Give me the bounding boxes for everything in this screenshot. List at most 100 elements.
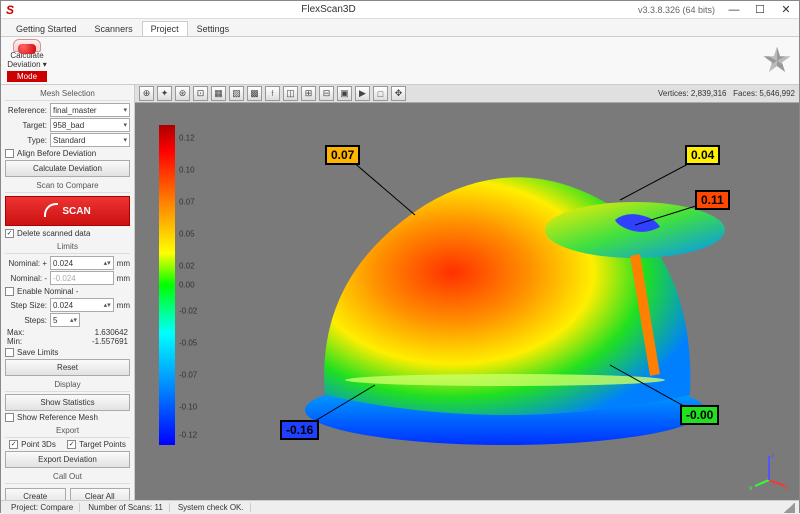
reference-label: Reference: [5,106,47,115]
steps-label: Steps: [5,316,47,325]
sidebar: Mesh Selection Reference: final_master▾ … [1,85,135,500]
version-label: v3.3.8.326 (64 bits) [638,5,715,15]
deviation-callout[interactable]: -0.16 [280,420,319,440]
viewport-tool-2[interactable]: ⊛ [175,86,190,101]
status-system: System check OK. [172,503,251,512]
reference-dropdown[interactable]: final_master▾ [50,103,130,117]
min-value: -1.557691 [92,337,128,346]
viewport-tool-8[interactable]: ◫ [283,86,298,101]
viewport-tool-5[interactable]: ▨ [229,86,244,101]
section-export: Export [5,424,130,438]
colorbar-tick: -0.10 [179,402,197,411]
tab-settings[interactable]: Settings [188,21,239,36]
colorbar-tick: 0.07 [179,197,195,206]
calculate-deviation-icon[interactable] [13,39,41,52]
viewport-toolbar: ⊕✦⊛⊡▦▨▩⟊◫⊞⊟▣▶□✥ Vertices: 2,839,316 Face… [135,85,799,103]
minimize-button[interactable]: — [721,1,747,19]
save-limits-checkbox[interactable]: Save Limits [5,348,130,357]
show-statistics-button[interactable]: Show Statistics [5,394,130,411]
viewport-tool-9[interactable]: ⊞ [301,86,316,101]
deviation-callout[interactable]: 0.07 [325,145,360,165]
deviation-callout[interactable]: -0.00 [680,405,719,425]
create-callout-button[interactable]: Create [5,488,66,500]
viewport-tool-6[interactable]: ▩ [247,86,262,101]
viewport-tool-12[interactable]: ▶ [355,86,370,101]
axis-triad-icon: x y z [749,450,789,490]
step-size-label: Step Size: [5,301,47,310]
colorbar-tick: -0.02 [179,306,197,315]
status-project: Project: Compare [5,503,80,512]
section-mesh-selection: Mesh Selection [5,87,130,101]
nominal-plus-label: Nominal: + [5,259,47,268]
scan-button[interactable]: SCAN [5,196,130,226]
viewport-tool-0[interactable]: ⊕ [139,86,154,101]
step-size-input[interactable]: 0.024▴▾ [50,298,114,312]
viewport-tool-4[interactable]: ▦ [211,86,226,101]
calculate-deviation-button[interactable]: Calculate Deviation [5,160,130,177]
viewport-3d[interactable]: ⊕✦⊛⊡▦▨▩⟊◫⊞⊟▣▶□✥ Vertices: 2,839,316 Face… [135,85,799,500]
viewport-tool-7[interactable]: ⟊ [265,86,280,101]
colorbar-tick: -0.07 [179,370,197,379]
clear-all-callout-button[interactable]: Clear All [70,488,131,500]
tab-scanners[interactable]: Scanners [86,21,142,36]
viewport-tool-13[interactable]: □ [373,86,388,101]
colorbar-tick: -0.12 [179,431,197,440]
min-label: Min: [7,337,22,346]
point3ds-checkbox[interactable]: ✓Point 3Ds [9,440,56,449]
close-button[interactable]: ✕ [773,1,799,19]
maximize-button[interactable]: ☐ [747,1,773,19]
scan-icon [44,205,56,217]
section-display: Display [5,378,130,392]
title-bar: S FlexScan3D v3.3.8.326 (64 bits) — ☐ ✕ [1,1,799,19]
section-limits: Limits [5,240,130,254]
nominal-plus-input[interactable]: 0.024▴▾ [50,256,114,270]
ribbon-group-mode: Calculate Deviation ▾ Mode [1,37,53,84]
svg-text:x: x [785,485,789,490]
type-dropdown[interactable]: Standard▾ [50,133,130,147]
max-value: 1.630642 [95,328,128,337]
max-label: Max: [7,328,24,337]
reset-button[interactable]: Reset [5,359,130,376]
colorbar-tick: 0.02 [179,261,195,270]
viewport-tool-3[interactable]: ⊡ [193,86,208,101]
colorbar-tick: -0.05 [179,338,197,347]
tab-getting-started[interactable]: Getting Started [7,21,86,36]
steps-input[interactable]: 5▴▾ [50,313,80,327]
colorbar-tick: 0.12 [179,133,195,142]
colorbar-tick: 0.00 [179,281,195,290]
calculate-deviation-label[interactable]: Calculate Deviation ▾ [7,52,47,70]
show-ref-mesh-checkbox[interactable]: Show Reference Mesh [5,413,130,422]
mode-label: Mode [7,71,47,82]
viewport-tool-14[interactable]: ✥ [391,86,406,101]
tab-project[interactable]: Project [142,21,188,36]
delete-scanned-checkbox[interactable]: ✓Delete scanned data [5,229,130,238]
brand-star-icon [763,47,791,75]
section-scan: Scan to Compare [5,179,130,193]
svg-text:y: y [749,485,753,490]
export-deviation-button[interactable]: Export Deviation [5,451,130,468]
main-tabs: Getting StartedScannersProjectSettings [1,19,799,37]
target-points-checkbox[interactable]: ✓Target Points [67,440,126,449]
deviation-callout[interactable]: 0.04 [685,145,720,165]
deviation-callout[interactable]: 0.11 [695,190,730,210]
resize-grip-icon[interactable] [783,503,795,513]
target-dropdown[interactable]: 958_bad▾ [50,118,130,132]
deviation-mesh [295,135,745,455]
color-scale-bar [159,125,175,445]
nominal-minus-label: Nominal: - [5,274,47,283]
svg-text:z: z [771,453,775,460]
section-callout: Call Out [5,470,130,484]
align-before-checkbox[interactable]: Align Before Deviation [5,149,130,158]
target-label: Target: [5,121,47,130]
app-logo-icon: S [1,1,19,19]
colorbar-tick: 0.05 [179,229,195,238]
status-scans: Number of Scans: 11 [82,503,170,512]
viewport-tool-11[interactable]: ▣ [337,86,352,101]
window-title: FlexScan3D [19,4,638,15]
viewport-tool-1[interactable]: ✦ [157,86,172,101]
enable-nominal-checkbox[interactable]: Enable Nominal - [5,287,130,296]
viewport-tool-10[interactable]: ⊟ [319,86,334,101]
colorbar-tick: 0.10 [179,165,195,174]
mesh-stats: Vertices: 2,839,316 Faces: 5,646,992 [658,89,795,98]
ribbon-spacer [53,37,799,84]
